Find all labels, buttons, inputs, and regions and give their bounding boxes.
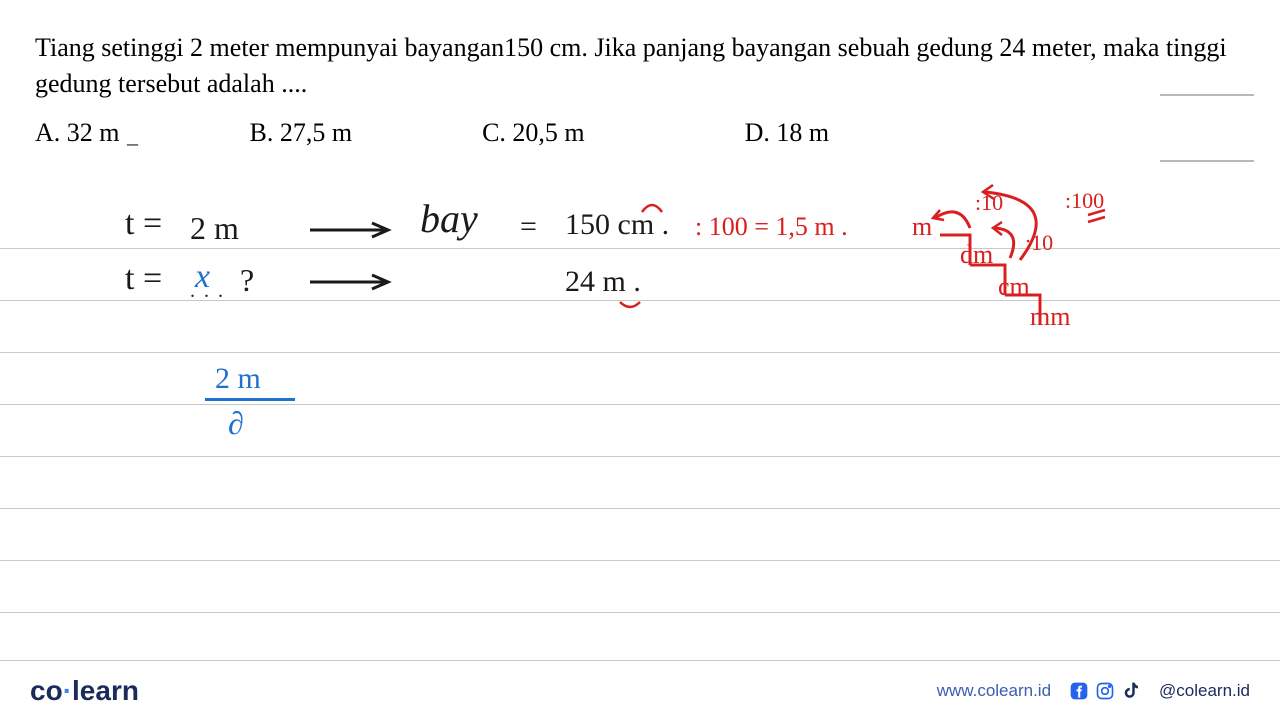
option-c: C. 20,5 m: [482, 118, 585, 148]
logo: co·learn: [30, 675, 139, 707]
footer: co·learn www.colearn.id @colearn.id: [0, 660, 1280, 720]
arrow-icon: [310, 220, 400, 240]
instagram-icon: [1095, 681, 1115, 701]
facebook-icon: [1069, 681, 1089, 701]
option-d: D. 18 m: [745, 118, 830, 148]
hw-t1-val: 2 m: [190, 210, 239, 247]
arrow-icon: [310, 272, 400, 292]
red-arc-icon: [640, 200, 664, 214]
social-icons: [1069, 681, 1141, 701]
red-underline-arc: [618, 300, 642, 310]
footer-url: www.colearn.id: [937, 681, 1051, 701]
frac-numerator: 2 m: [215, 362, 261, 396]
guide-line: [1160, 94, 1254, 96]
option-a: A. 32 m: [35, 118, 120, 148]
hw-div100: : 100 = 1,5 m .: [695, 212, 848, 242]
logo-dot: ·: [63, 675, 72, 706]
unit-mm: mm: [1030, 302, 1070, 332]
logo-learn: learn: [72, 675, 139, 706]
tiktok-icon: [1121, 681, 1141, 701]
option-b: B. 27,5 m: [250, 118, 353, 148]
hw-dots: . . .: [190, 280, 225, 303]
logo-co: co: [30, 675, 63, 706]
label-10a: :10: [975, 190, 1003, 216]
hw-bay: bay: [420, 195, 478, 242]
hw-eq: =: [520, 210, 537, 244]
unit-dm: dm: [960, 240, 993, 270]
footer-handle: @colearn.id: [1159, 681, 1250, 701]
answer-options: A. 32 m B. 27,5 m C. 20,5 m D. 18 m: [0, 108, 1280, 163]
question-text: Tiang setinggi 2 meter mempunyai bayanga…: [0, 0, 1280, 108]
frac-denominator: ∂: [228, 405, 244, 442]
hw-qmark: ?: [240, 262, 254, 299]
superscript-dash: –: [127, 130, 138, 156]
label-100: :100: [1065, 188, 1104, 214]
footer-right: www.colearn.id @colearn.id: [937, 681, 1250, 701]
frac-line: [205, 398, 295, 401]
label-10b: :10: [1025, 230, 1053, 256]
unit-m: m: [912, 212, 932, 242]
guide-line: [1160, 160, 1254, 162]
unit-cm: cm: [998, 272, 1030, 302]
hw-t2: t =: [125, 260, 162, 298]
hw-t1: t =: [125, 205, 162, 243]
hw-24: 24 m .: [565, 265, 641, 299]
